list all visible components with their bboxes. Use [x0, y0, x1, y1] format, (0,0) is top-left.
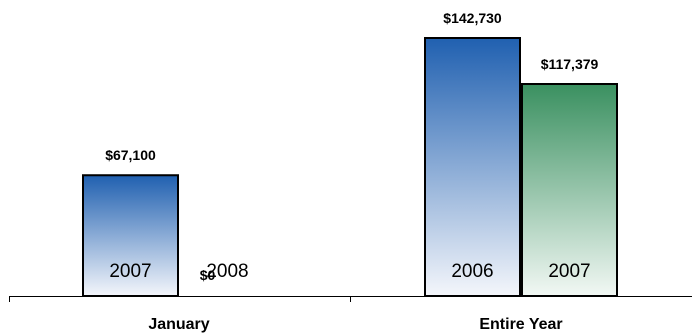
- bar-value-label: $117,379: [541, 56, 599, 72]
- bar-value-label: $67,100: [105, 147, 156, 163]
- bar-2006: [424, 37, 521, 297]
- bar-2007: [82, 174, 179, 297]
- bar-2007: [521, 83, 618, 297]
- bar-value-label: $0: [200, 267, 216, 283]
- bar-value-label: $142,730: [443, 10, 502, 26]
- category-label: Entire Year: [479, 316, 562, 333]
- bar-year-label: 2006: [451, 261, 493, 282]
- bar-year-label: 2007: [109, 261, 151, 282]
- bar-year-label: 2007: [548, 261, 590, 282]
- bar-year-label: 2008: [206, 261, 248, 282]
- category-label: January: [148, 316, 209, 333]
